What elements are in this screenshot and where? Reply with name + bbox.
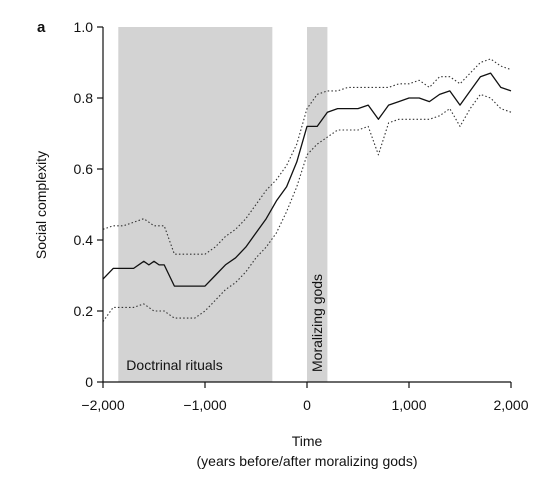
- x-axis-title: Time: [292, 433, 323, 449]
- y-tick-label: 0: [85, 374, 93, 390]
- region-label: Moralizing gods: [309, 274, 325, 372]
- labels: a Time (years before/after moralizing go…: [33, 19, 418, 469]
- y-axis-title: Social complexity: [33, 151, 49, 259]
- axes: 0 0.2 0.4 0.6 0.8 1.0 −2,000 −1,000 0 1,000 2,000: [74, 19, 529, 413]
- y-tick-label: 0.6: [74, 161, 94, 177]
- x-axis-subtitle: (years before/after moralizing gods): [197, 453, 418, 469]
- y-tick-label: 0.8: [74, 90, 94, 106]
- y-tick-label: 0.2: [74, 303, 94, 319]
- x-tick-label: 0: [303, 397, 311, 413]
- region-label: Doctrinal rituals: [126, 357, 222, 373]
- mean-line: [102, 72, 512, 287]
- y-tick-label: 0.4: [74, 232, 94, 248]
- x-tick-label: −2,000: [81, 397, 124, 413]
- panel-label: a: [37, 19, 46, 36]
- series-lines: [102, 58, 512, 322]
- x-tick-label: −1,000: [183, 397, 226, 413]
- upper-bound-line: [102, 58, 512, 255]
- doctrinal-rituals-region: [118, 27, 273, 382]
- x-tick-label: 2,000: [493, 397, 528, 413]
- y-tick-label: 1.0: [74, 19, 94, 35]
- moralizing-gods-region: [307, 27, 328, 382]
- x-tick-label: 1,000: [391, 397, 426, 413]
- shaded-regions: Doctrinal rituals Moralizing gods: [118, 27, 328, 382]
